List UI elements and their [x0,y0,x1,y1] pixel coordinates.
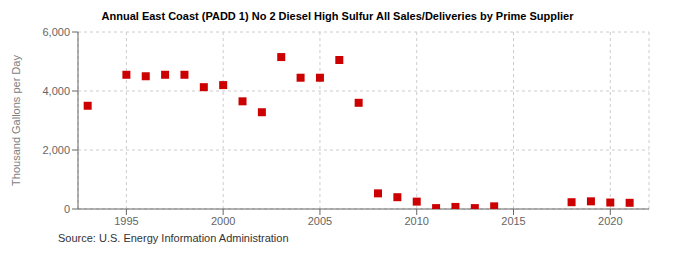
svg-text:2020: 2020 [598,215,622,227]
svg-text:6,000: 6,000 [42,26,70,38]
html-text:Source: U.S. Energy Informatio: Source: U.S. Energy Information Administ… [58,232,289,244]
svg-text:4,000: 4,000 [42,85,70,97]
html-text:Annual East Coast (PADD 1) No: Annual East Coast (PADD 1) No 2 Diesel H… [101,10,574,22]
svg-text:0: 0 [64,203,70,215]
svg-text:2010: 2010 [404,215,428,227]
svg-text:1995: 1995 [114,215,138,227]
svg-text:2015: 2015 [501,215,525,227]
svg-text:2005: 2005 [308,215,332,227]
svg-text:Thousand Gallons per Day: Thousand Gallons per Day [10,55,22,186]
svg-text:2000: 2000 [211,215,235,227]
svg-text:2,000: 2,000 [42,144,70,156]
